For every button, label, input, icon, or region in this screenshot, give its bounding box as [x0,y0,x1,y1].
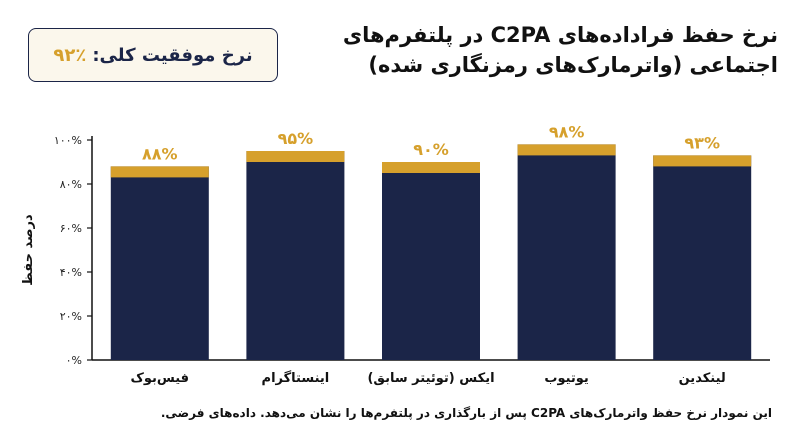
x-tick-label: اینستاگرام [262,370,330,386]
bar-top-highlight [382,162,480,173]
bar-top-highlight [653,155,752,167]
bar [517,144,616,360]
x-ticks: فیس‌بوک اینستاگرام ایکس (توئیتر سابق) یوتیو… [131,370,726,386]
y-tick-label: ۰% [66,354,82,367]
x-tick-label: یوتیوب [544,371,588,386]
overall-success-badge: نرخ موفقیت کلی: ۹۲٪ [28,28,278,82]
bar-top-highlight [246,151,345,162]
y-tick-label: ۲۰% [60,310,82,323]
bars: ۸۸% ۹۵% ۹۰% ۹۸% ۹۳% [110,122,752,360]
bar-value-label: ۹۸% [549,122,585,141]
bar-value-label: ۸۸% [142,144,178,163]
chart-title: نرخ حفظ فراداده‌های C2PA در پلتفرم‌های ا… [342,23,778,77]
y-axis-label: درصد حفظ [21,214,36,286]
x-tick-label: ایکس (توئیتر سابق) [367,371,494,386]
y-tick-label: ۱۰۰% [54,134,82,147]
y-tick-label: ۴۰% [60,266,82,279]
x-tick-label: فیس‌بوک [131,371,190,386]
bar-top-highlight [517,144,616,156]
x-tick-label: لینکدین [679,371,726,386]
bar [110,166,209,360]
bar-value-label: ۹۵% [278,129,314,148]
bar-top-highlight [110,166,209,178]
bar-value-label: ۹۳% [684,133,720,152]
badge-value: ۹۲٪ [53,44,87,66]
y-tick-label: ۸۰% [60,178,82,191]
bar [246,151,345,360]
y-ticks: ۰% ۲۰% ۴۰% ۶۰% ۸۰% ۱۰۰% [54,134,92,367]
chart-caption: این نمودار نرخ حفظ واترمارک‌های C2PA پس … [160,406,772,420]
bar [382,162,480,360]
bar [653,155,752,360]
y-tick-label: ۶۰% [60,222,82,235]
bar-value-label: ۹۰% [413,140,449,159]
badge-label: نرخ موفقیت کلی: [92,44,253,66]
